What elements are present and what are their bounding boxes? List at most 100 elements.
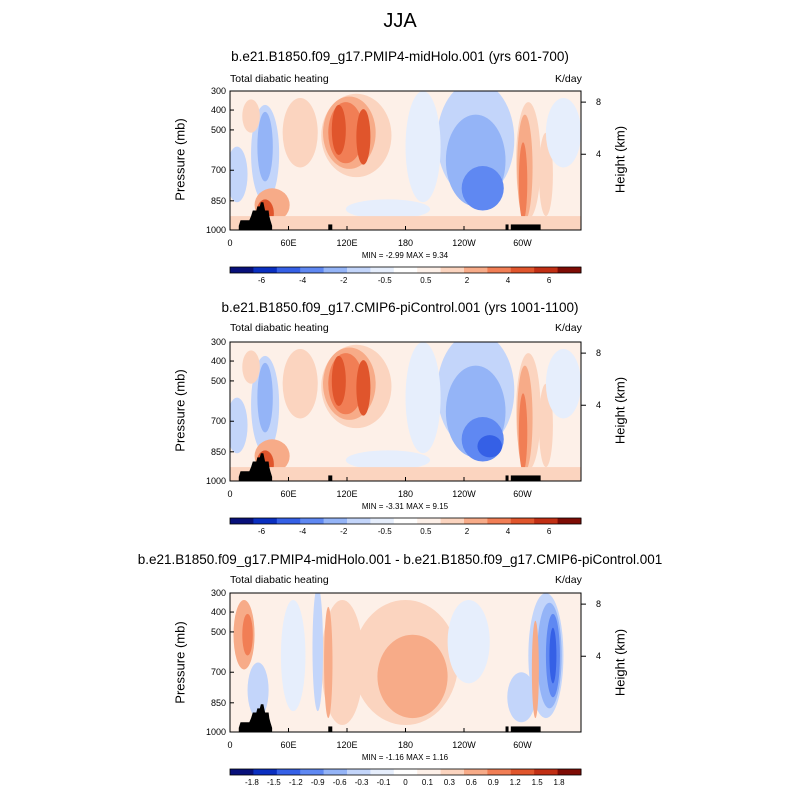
colorbar-label: 6 [547,527,552,536]
y-tick-label: 700 [211,165,226,175]
y-tick-label: 300 [211,588,226,598]
y-right-tick-label: 4 [596,400,601,410]
contour-region [242,99,260,133]
terrain-andes-west [505,475,509,481]
colorbar-label: 0.1 [422,778,434,787]
contour-region [282,348,318,419]
colorbar-swatch [276,267,301,273]
colorbar-swatch [417,769,442,775]
contour-region [447,599,490,684]
colorbar-swatch [440,267,465,273]
contour-region [230,146,248,203]
colorbar-swatch [347,769,371,775]
y-tick-label: 700 [211,416,226,426]
panel-1-plot: 0 60E 120E 180 120W 60W 300 400 500 700 850 1000 8 4 M… [206,86,601,260]
colorbar-label: 0.6 [466,778,478,787]
colorbar-label: -0.5 [378,527,392,536]
colorbar-label: 6 [547,276,552,285]
panel-2-colorbar: -6 -4 -2 -0.5 0.5 2 4 6 [229,517,582,536]
terrain-south-america [510,475,541,481]
panel-1-colorbar: -6 -4 -2 -0.5 0.5 2 4 6 [229,266,582,285]
y-tick-label: 400 [211,607,226,617]
colorbar-label: -0.9 [311,778,325,787]
colorbar-swatch [417,267,442,273]
colorbar-label: -6 [258,276,266,285]
colorbar-swatch [370,769,395,775]
contour-region [280,599,306,712]
panel-1-units-label: K/day [555,73,582,85]
colorbar-swatch [253,267,278,273]
y-tick-label: 500 [211,627,226,637]
contour-region [321,599,364,726]
y-right-tick-label: 8 [596,599,601,609]
colorbar-swatch [347,267,371,273]
x-tick-label: 60W [513,489,532,499]
colorbar-swatch [323,267,348,273]
boundary-layer [230,467,581,481]
contour-region [518,393,528,472]
colorbar-swatch [534,267,559,273]
min-max-stats: MIN = -1.16 MAX = 1.16 [362,753,449,762]
colorbar-swatch [440,769,465,775]
x-tick-label: 120E [336,489,357,499]
colorbar-swatch [253,518,278,524]
terrain-africa [238,202,273,230]
colorbar-label: 4 [506,527,511,536]
colorbar-label: 2 [465,527,470,536]
contour-region [282,97,318,168]
contour-region [549,627,557,684]
colorbar-label: 1.2 [510,778,522,787]
panel-2-plot: 0 60E 120E 180 120W 60W 300 400 500 700 850 1000 8 4 M… [206,337,601,511]
colorbar-swatch [534,518,559,524]
colorbar-swatch [230,518,254,524]
colorbar-swatch [393,769,418,775]
panel-1-title: b.e21.B1850.f09_g17.PMIP4-midHolo.001 (y… [231,49,569,64]
contour-region [538,383,553,468]
colorbar-label: -0.1 [377,778,391,787]
colorbar-swatch [300,267,325,273]
y-tick-label: 300 [211,86,226,96]
colorbar-label: 2 [465,276,470,285]
colorbar-swatch [487,518,512,524]
y-right-tick-label: 4 [596,149,601,159]
colorbar-label: -1.5 [267,778,281,787]
min-max-stats: MIN = -3.31 MAX = 9.15 [362,502,449,511]
colorbar-swatch [487,769,512,775]
contour-region [324,606,333,719]
contour-region [242,350,260,384]
colorbar-swatch [253,769,278,775]
colorbar-label: -2 [340,527,348,536]
colorbar-swatch [510,518,535,524]
panel-2-variable-label: Total diabatic heating [230,322,329,334]
y-tick-label: 850 [211,196,226,206]
contour-region [461,166,504,211]
x-tick-label: 0 [227,740,232,750]
colorbar-label: 0 [403,778,408,787]
y-tick-label: 500 [211,125,226,135]
colorbar-label: 4 [506,276,511,285]
colorbar-swatch [487,267,512,273]
colorbar-label: -1.8 [245,778,259,787]
y-tick-label: 700 [211,667,226,677]
x-tick-label: 60W [513,740,532,750]
contour-region [538,132,553,217]
colorbar-swatch [557,518,582,524]
panel-3-colorbar: -1.8 -1.5 -1.2 -0.9 -0.6 -0.3 -0.1 0 0.1 0.3 0.6 0.… [229,768,582,787]
min-max-stats: MIN = -2.99 MAX = 9.34 [362,251,449,260]
colorbar-swatch [534,769,559,775]
panel-3-title: b.e21.B1850.f09_g17.PMIP4-midHolo.001 - … [137,552,663,567]
colorbar-swatch [393,518,418,524]
colorbar-swatch [230,769,254,775]
x-tick-label: 120W [452,238,476,248]
colorbar-label: 0.9 [488,778,500,787]
colorbar-label: 1.8 [554,778,566,787]
colorbar-swatch [557,267,582,273]
terrain-africa [238,704,273,732]
contour-region [230,397,248,454]
y-right-tick-label: 8 [596,97,601,107]
x-tick-label: 180 [398,238,413,248]
colorbar-label: -0.6 [333,778,347,787]
colorbar-swatch [323,518,348,524]
contour-region [356,360,371,416]
